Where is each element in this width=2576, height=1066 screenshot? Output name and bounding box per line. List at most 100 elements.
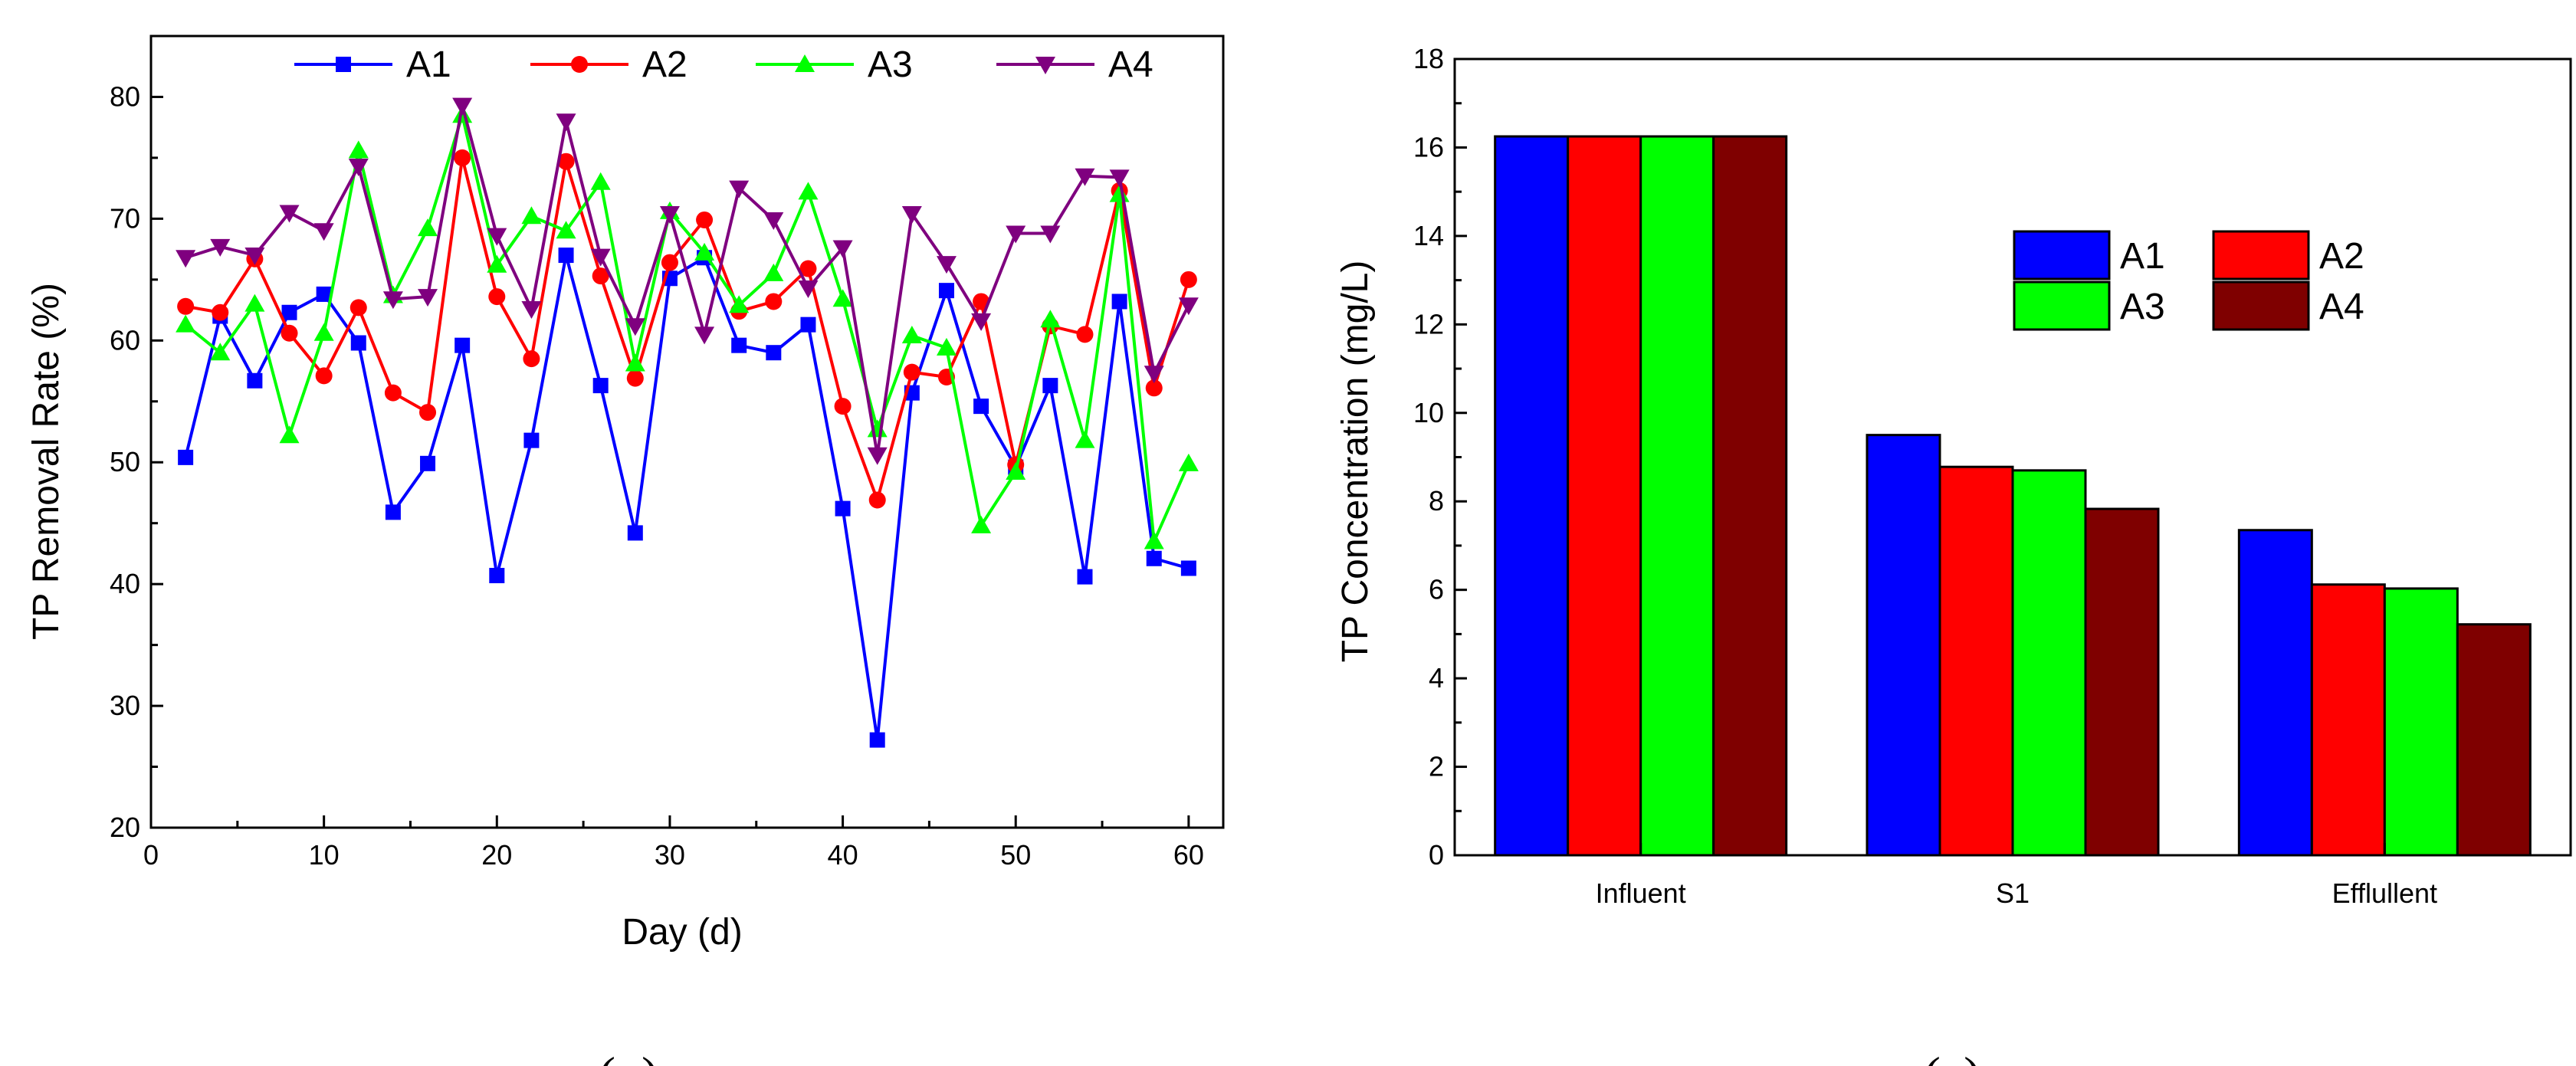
legend-marker: [1035, 57, 1055, 74]
data-point-a4: [452, 97, 473, 116]
y-tick-label: 0: [1429, 839, 1444, 871]
data-point-a2: [349, 299, 367, 317]
y-tick-label: 40: [110, 568, 140, 599]
data-point-a1: [1042, 378, 1058, 394]
bar-a3: [2383, 587, 2459, 857]
data-point-a4: [313, 223, 334, 241]
data-point-a2: [1180, 271, 1197, 288]
data-point-a1: [835, 500, 851, 517]
data-point-a1: [1180, 560, 1196, 576]
x-tick-label: 30: [655, 839, 685, 871]
data-point-a1: [800, 317, 816, 333]
data-point-a4: [832, 240, 853, 258]
legend-label: A3: [2120, 287, 2165, 327]
series-a4: [176, 97, 1199, 465]
x-tick-label: 50: [1000, 839, 1031, 871]
data-point-a4: [279, 205, 300, 223]
line-chart-plot-frame: [149, 34, 1225, 829]
legend-label: A2: [2319, 236, 2364, 277]
data-point-a2: [868, 491, 886, 509]
data-point-a3: [1040, 310, 1061, 328]
data-point-a3: [729, 295, 750, 313]
y-tick-label: 8: [1429, 485, 1444, 517]
legend-item-a1: A1: [294, 44, 451, 85]
data-point-a2: [626, 369, 644, 387]
bar-a2: [1567, 135, 1642, 857]
bar-a2: [1938, 465, 2014, 857]
legend-item-a4: A4: [996, 44, 1153, 85]
bar-a4: [2456, 623, 2532, 857]
y-tick-label: 2: [1429, 751, 1444, 782]
y-tick-label: 60: [110, 324, 140, 356]
legend-item-a3: A3: [756, 44, 913, 85]
bar-a1: [2237, 529, 2313, 857]
y-tick-label: 30: [110, 690, 140, 721]
x-tick-label: 0: [143, 839, 159, 871]
data-point-a3: [521, 206, 542, 225]
line-chart-x-axis-title: Day (d): [622, 912, 742, 953]
data-point-a3: [1178, 453, 1199, 471]
data-point-a2: [765, 293, 783, 310]
bar-chart-bars: [1494, 135, 2532, 857]
y-tick-label: 4: [1429, 662, 1444, 694]
data-point-a3: [244, 294, 265, 312]
data-point-a4: [729, 180, 750, 198]
data-point-a1: [558, 248, 574, 264]
y-tick-label: 50: [110, 446, 140, 477]
legend-marker: [795, 54, 815, 72]
data-point-a3: [590, 172, 611, 190]
series-a3: [176, 105, 1199, 549]
x-tick-label: 60: [1173, 839, 1204, 871]
data-point-a1: [973, 399, 989, 415]
data-point-a4: [936, 256, 957, 274]
data-point-a4: [971, 313, 992, 331]
data-point-a3: [556, 221, 576, 239]
legend-label: A4: [2319, 287, 2364, 327]
data-point-a3: [1006, 461, 1026, 480]
data-point-a3: [176, 314, 196, 333]
data-point-a4: [1144, 366, 1164, 384]
data-point-a4: [382, 291, 403, 310]
y-tick-label: 20: [110, 812, 140, 843]
x-tick-label: 10: [309, 839, 340, 871]
data-point-a3: [901, 325, 922, 343]
legend-label: A4: [1108, 44, 1153, 85]
series-line-a1: [184, 254, 1190, 740]
y-tick-label: 6: [1429, 574, 1444, 605]
data-point-a3: [832, 289, 853, 307]
data-point-a1: [178, 449, 194, 465]
data-point-a1: [766, 345, 782, 361]
data-point-a3: [348, 140, 369, 159]
data-point-a3: [487, 254, 507, 273]
data-point-a3: [313, 323, 334, 341]
bar-chart-y-axis-title: TP Concentration (mg/L): [1335, 261, 1376, 663]
data-point-a4: [763, 212, 784, 230]
legend-swatch: [2013, 230, 2111, 280]
data-point-a2: [661, 254, 678, 271]
data-point-a4: [1006, 225, 1026, 244]
data-point-a2: [592, 267, 609, 285]
bar-a4: [2084, 507, 2160, 857]
data-point-a4: [418, 289, 438, 307]
y-tick-label: 10: [1413, 397, 1444, 428]
data-point-a3: [798, 182, 819, 200]
data-point-a3: [694, 242, 715, 261]
bar-a3: [1639, 135, 1715, 857]
panel-label-a: (a): [598, 1046, 658, 1066]
data-point-a1: [316, 286, 332, 302]
data-point-a1: [489, 568, 505, 584]
data-point-a1: [385, 504, 401, 520]
x-tick-label: 40: [828, 839, 858, 871]
legend-label: A2: [642, 44, 687, 85]
legend-item-a1: A1: [2013, 230, 2165, 280]
legend-item-a3: A3: [2013, 280, 2165, 331]
bar-a1: [1494, 135, 1570, 857]
data-point-a1: [420, 455, 436, 471]
series-line-a3: [184, 109, 1190, 548]
y-tick-label: 12: [1413, 308, 1444, 339]
data-point-a4: [1109, 169, 1130, 188]
data-point-a1: [350, 335, 366, 351]
data-point-a2: [212, 303, 229, 321]
bar-chart-panel: 0 2 4 6 8 10 12 14 16 18 Influent S1 Efflullent A1 A2…: [1335, 43, 2572, 1066]
